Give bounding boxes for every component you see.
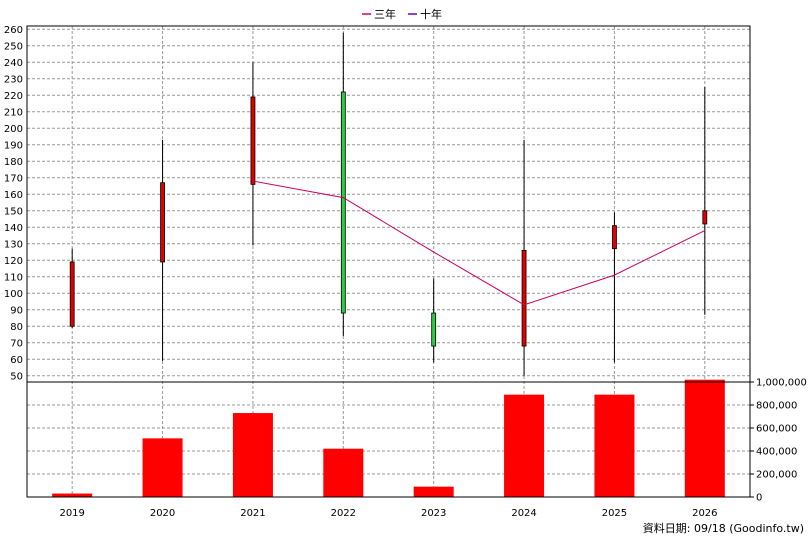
- x-tick-label: 2023: [421, 508, 446, 519]
- price-tick-label: 250: [4, 41, 23, 52]
- price-tick-label: 220: [4, 91, 23, 102]
- price-tick-label: 160: [4, 190, 23, 201]
- volume-tick-label: 600,000: [756, 424, 797, 435]
- plot-frame: [26, 25, 751, 498]
- price-tick-label: 260: [4, 25, 23, 36]
- candle-body: [69, 261, 75, 327]
- three-year-line: [252, 180, 706, 306]
- price-tick-label: 240: [4, 58, 23, 69]
- volume-bar: [684, 379, 725, 497]
- x-tick-label: 2025: [602, 508, 627, 519]
- chart-legend: 三年 十年: [362, 7, 442, 21]
- chart-marks: [52, 32, 725, 497]
- volume-tick-label: 200,000: [756, 470, 797, 481]
- price-tick-label: 150: [4, 206, 23, 217]
- price-tick-label: 200: [4, 124, 23, 135]
- x-tick-label: 2026: [692, 508, 717, 519]
- candle-body: [612, 225, 617, 250]
- price-tick-label: 50: [10, 371, 23, 382]
- price-tick-label: 110: [4, 272, 23, 283]
- x-tick-label: 2022: [331, 508, 356, 519]
- candle-body: [160, 182, 165, 263]
- candle-body: [431, 312, 437, 347]
- volume-bar: [323, 448, 364, 497]
- volume-tick-label: 1,000,000: [756, 378, 807, 389]
- x-tick-label: 2024: [511, 508, 536, 519]
- volume-tick-label: 400,000: [756, 447, 797, 458]
- volume-bar: [504, 394, 545, 497]
- chart-grid: [27, 26, 750, 498]
- volume-bar: [52, 493, 93, 497]
- candle-body: [521, 249, 527, 347]
- volume-tick-label: 0: [756, 493, 762, 504]
- volume-bar: [413, 486, 454, 497]
- x-tick-label: 2019: [59, 508, 84, 519]
- price-tick-label: 100: [4, 289, 23, 300]
- price-tick-label: 120: [4, 256, 23, 267]
- price-tick-label: 80: [10, 322, 23, 333]
- x-tick-label: 2021: [240, 508, 265, 519]
- price-tick-label: 210: [4, 107, 23, 118]
- candle-body: [250, 96, 256, 185]
- legend-label: 十年: [420, 7, 442, 21]
- volume-bar: [142, 438, 183, 497]
- candle-body: [702, 210, 708, 225]
- price-tick-label: 170: [4, 173, 23, 184]
- price-tick-label: 70: [10, 338, 23, 349]
- volume-bar: [232, 413, 273, 497]
- price-tick-label: 140: [4, 223, 23, 234]
- volume-bar: [594, 394, 635, 497]
- x-tick-label: 2020: [150, 508, 175, 519]
- legend-label: 三年: [374, 7, 396, 21]
- footer-data-date: 資料日期: 09/18 (Goodinfo.tw): [643, 521, 804, 535]
- price-tick-label: 90: [10, 305, 23, 316]
- candle-body: [340, 91, 346, 314]
- price-tick-label: 60: [10, 355, 23, 366]
- volume-tick-label: 800,000: [756, 401, 797, 412]
- price-tick-label: 190: [4, 140, 23, 151]
- chart-axes: 50 60 70 80 90 100 110 120 130 140 150 160 170 180 190…: [4, 25, 807, 519]
- price-tick-label: 230: [4, 74, 23, 85]
- price-tick-label: 180: [4, 157, 23, 168]
- price-tick-label: 130: [4, 239, 23, 250]
